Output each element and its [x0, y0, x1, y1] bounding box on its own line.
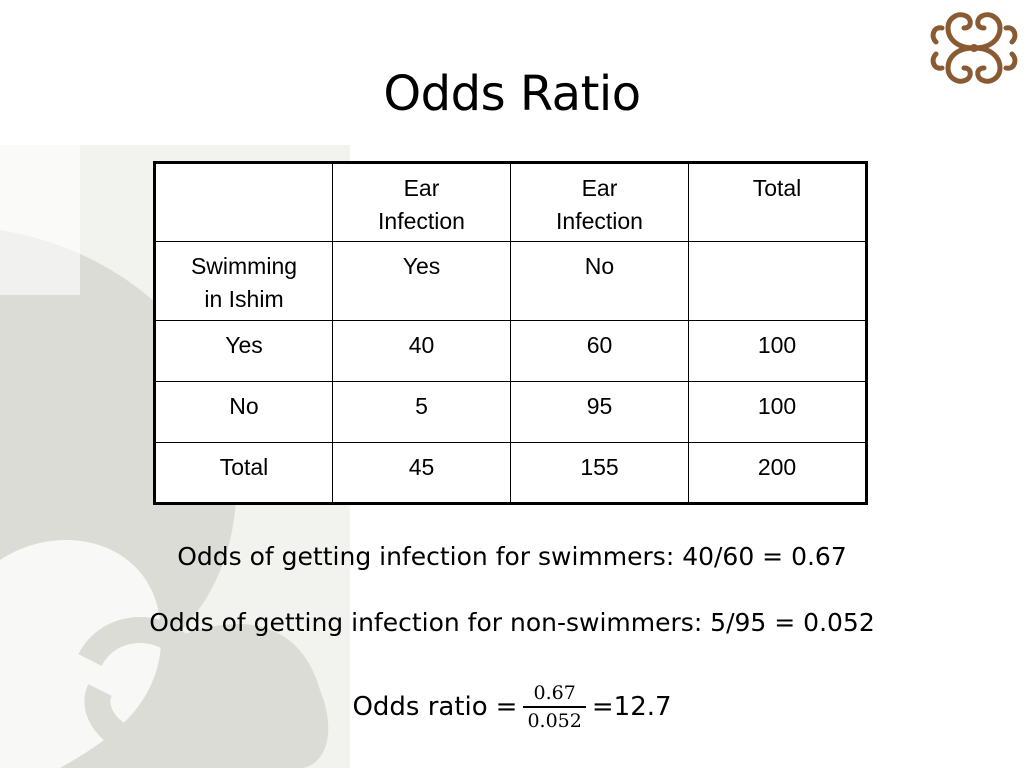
table-header-cell: Total	[688, 162, 867, 242]
table-header-cell: Ear Infection	[510, 162, 689, 242]
table-subheader-cell: Swimming in Ishim	[154, 241, 333, 321]
table-row: No 5 95 100	[154, 381, 867, 443]
table-header-cell	[154, 162, 333, 242]
formula-equals: =	[495, 692, 518, 722]
table-cell: 155	[510, 442, 689, 504]
non-swimmers-odds-text: Odds of getting infection for non-swimme…	[149, 608, 875, 637]
table-cell: 200	[688, 442, 867, 504]
table-cell: Total	[154, 442, 333, 504]
table-cell: 40	[332, 320, 511, 382]
formula-result: =12.7	[591, 692, 672, 722]
swirl-logo-icon	[930, 12, 1018, 84]
fraction-numerator: 0.67	[533, 682, 576, 704]
table-header-cell: Ear Infection	[332, 162, 511, 242]
table-cell: 5	[332, 381, 511, 443]
table-row: Total 45 155 200	[154, 442, 867, 504]
swimmers-odds-text: Odds of getting infection for swimmers: …	[177, 542, 847, 571]
table-subheader-cell: No	[510, 241, 689, 321]
table-subheader-cell	[688, 241, 867, 321]
table-subheader-row: Swimming in Ishim Yes No	[154, 241, 867, 321]
table-cell: 60	[510, 320, 689, 382]
table-cell: No	[154, 381, 333, 443]
table-cell: Yes	[154, 320, 333, 382]
table-cell: 100	[688, 381, 867, 443]
table-cell: 95	[510, 381, 689, 443]
table-header-row: Ear Infection Ear Infection Total	[154, 162, 867, 242]
header-line: Ear Infection	[378, 175, 465, 234]
table-subheader-cell: Yes	[332, 241, 511, 321]
formula-fraction: 0.67 0.052	[523, 680, 586, 734]
table-cell: 100	[688, 320, 867, 382]
odds-ratio-formula: Odds ratio = 0.67 0.052 =12.7	[0, 680, 1024, 734]
fraction-bar	[523, 706, 586, 708]
fraction-denominator: 0.052	[527, 710, 582, 732]
header-line: Ear Infection	[556, 175, 643, 234]
slide-title: Odds Ratio	[383, 66, 641, 122]
formula-label: Odds ratio	[352, 692, 488, 722]
table-row: Yes 40 60 100	[154, 320, 867, 382]
contingency-table: Ear Infection Ear Infection Total Swimming…	[153, 161, 868, 505]
table-cell: 45	[332, 442, 511, 504]
